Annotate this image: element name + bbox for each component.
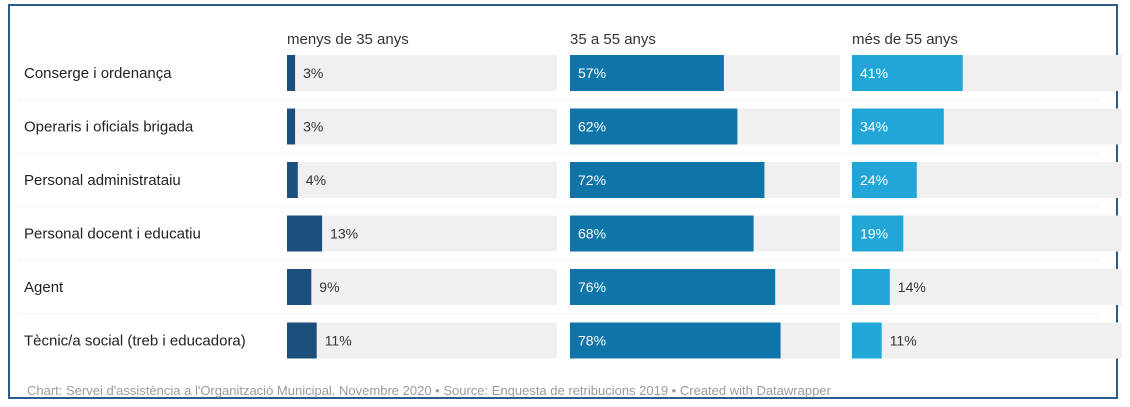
value-label: 11% <box>890 333 917 349</box>
category-label: Tècnic/a social (treb i educadora) <box>24 333 246 350</box>
value-label: 76% <box>578 279 606 295</box>
bar <box>287 55 296 91</box>
bar-background <box>287 322 557 359</box>
value-label: 3% <box>303 119 323 135</box>
bar <box>852 162 917 198</box>
bar <box>287 322 317 359</box>
value-label: 14% <box>898 279 926 295</box>
bar <box>570 108 738 145</box>
series-header: menys de 35 anys <box>287 31 409 48</box>
bar <box>287 215 323 252</box>
value-label: 78% <box>578 333 606 349</box>
value-label: 57% <box>578 65 606 81</box>
value-label: 72% <box>578 172 606 188</box>
bar <box>852 215 904 252</box>
bar <box>852 55 963 91</box>
bar-background <box>287 162 557 198</box>
bar <box>852 269 890 305</box>
bar-background <box>287 108 557 145</box>
bar <box>570 269 776 305</box>
category-label: Agent <box>24 279 64 296</box>
chart-footer: Chart: Servei d'assistència a l'Organitz… <box>27 383 831 398</box>
bar-background <box>287 269 557 305</box>
value-label: 34% <box>860 119 888 135</box>
value-label: 41% <box>860 65 888 81</box>
value-label: 9% <box>319 279 339 295</box>
bar <box>570 55 724 91</box>
series-header: més de 55 anys <box>852 31 958 48</box>
bar <box>570 215 754 252</box>
value-label: 13% <box>330 226 358 242</box>
category-label: Conserge i ordenança <box>24 65 172 82</box>
value-label: 24% <box>860 172 888 188</box>
value-label: 4% <box>306 172 326 188</box>
category-label: Operaris i oficials brigada <box>24 119 194 136</box>
bar <box>852 108 944 145</box>
bar <box>570 162 765 198</box>
bar <box>570 322 781 359</box>
bar-background <box>287 55 557 91</box>
bar-background <box>287 215 557 252</box>
value-label: 3% <box>303 65 323 81</box>
value-label: 68% <box>578 226 606 242</box>
category-label: Personal docent i educatiu <box>24 226 201 243</box>
value-label: 62% <box>578 119 606 135</box>
bar-background <box>852 269 1122 305</box>
bar <box>287 108 296 145</box>
category-label: Personal administrataiu <box>24 172 181 189</box>
value-label: 19% <box>860 226 888 242</box>
bar-background <box>852 322 1122 359</box>
series-header: 35 a 55 anys <box>570 31 656 48</box>
bar <box>287 162 298 198</box>
bar <box>852 322 882 359</box>
value-label: 11% <box>325 333 352 349</box>
bar <box>287 269 312 305</box>
